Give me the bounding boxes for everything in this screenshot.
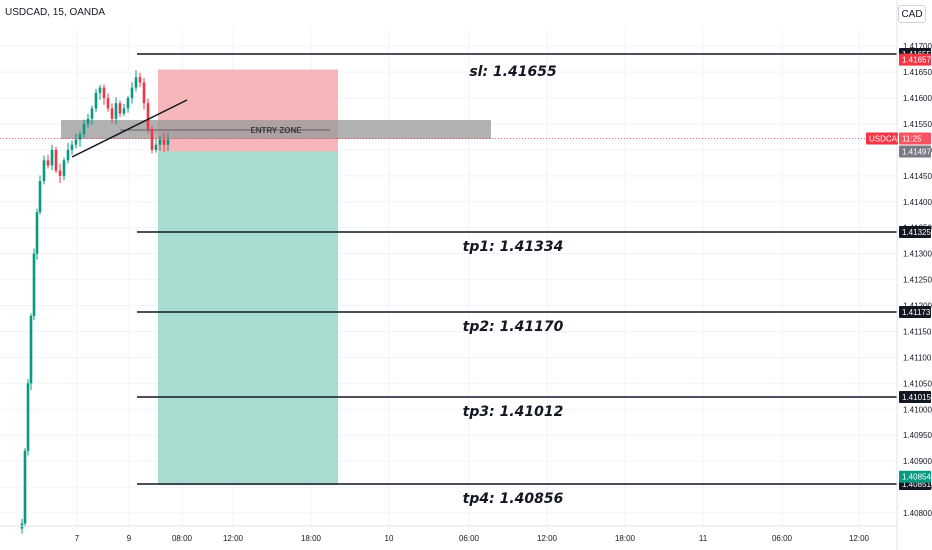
candle-body-29 (130, 87, 134, 99)
candle-body-24 (110, 108, 114, 119)
candle-body-2 (26, 383, 30, 451)
level-tag-bg-tp1 (899, 226, 931, 238)
candle-body-22 (102, 87, 106, 99)
price-tag-bg-1 (866, 132, 898, 145)
take-profit-zone (158, 151, 338, 486)
candle-body-35 (154, 144, 158, 150)
candle-body-12 (62, 160, 66, 176)
time-tick-3: 12:00 (223, 534, 244, 543)
candle-body-38 (166, 139, 170, 145)
time-tick-11: 12:00 (849, 534, 870, 543)
time-tick-2: 08:00 (172, 534, 193, 543)
candle-body-32 (142, 82, 146, 104)
candle-body-31 (138, 77, 142, 83)
candle-body-30 (134, 77, 138, 88)
price-tick-10: 1.41300 (903, 250, 932, 259)
price-tag-bg-2 (899, 132, 931, 145)
price-tick-13: 1.41450 (903, 172, 932, 181)
candle-body-28 (126, 98, 130, 109)
candle-body-1 (23, 450, 27, 524)
price-tick-0: 1.40800 (903, 509, 932, 518)
candle-body-9 (50, 149, 54, 166)
price-tick-5: 1.41050 (903, 379, 932, 388)
price-tick-2: 1.40900 (903, 457, 932, 466)
price-tag-bg-0 (899, 53, 931, 66)
candle-body-19 (90, 108, 94, 119)
time-tick-5: 10 (385, 534, 394, 543)
price-tag-3: 1.41497 (902, 147, 931, 156)
candle-body-34 (150, 129, 154, 150)
price-tick-17: 1.41650 (903, 68, 932, 77)
candle-body-21 (98, 87, 102, 93)
price-tick-9: 1.41250 (903, 276, 932, 285)
trendline (71, 99, 188, 158)
price-tick-16: 1.41600 (903, 94, 932, 103)
price-tick-7: 1.41150 (903, 327, 932, 336)
level-tag-bg-tp3 (899, 391, 931, 403)
time-tick-4: 18:00 (301, 534, 322, 543)
candle-body-16 (78, 134, 82, 140)
level-label-tp2: tp2: 1.41170 (463, 319, 564, 335)
candle-body-8 (46, 160, 50, 166)
price-tag-bg-3 (899, 145, 931, 158)
currency-button[interactable]: CAD (898, 5, 926, 23)
candle-body-23 (106, 98, 110, 109)
entry-zone-label: ENTRY ZONE (250, 126, 302, 135)
level-tag-tp3: 1.41015 (902, 393, 931, 402)
price-tag-2: 11:25 (902, 134, 922, 143)
candle-body-5 (35, 212, 39, 254)
candle-body-37 (162, 139, 166, 145)
price-tag-bg-4 (899, 470, 931, 483)
price-tick-18: 1.41700 (903, 42, 932, 51)
candle-body-11 (58, 170, 62, 176)
candle-body-25 (114, 103, 118, 119)
level-tag-tp1: 1.41325 (902, 228, 931, 237)
level-tag-tp4: 1.40851 (902, 480, 931, 489)
symbol-label: USDCAD, 15, OANDA (5, 7, 106, 18)
stop-loss-zone (158, 69, 338, 152)
level-label-tp3: tp3: 1.41012 (463, 404, 564, 420)
price-tick-15: 1.41550 (903, 120, 932, 129)
level-tag-bg-tp2 (899, 306, 931, 318)
price-tag-0: 1.41657 (902, 56, 931, 65)
time-tick-10: 06:00 (772, 534, 793, 543)
candle-body-14 (70, 144, 74, 150)
candle-body-6 (38, 181, 42, 213)
price-tick-12: 1.41400 (903, 198, 932, 207)
time-tick-6: 06:00 (459, 534, 480, 543)
candle-body-17 (82, 123, 86, 135)
candle-body-20 (94, 92, 98, 109)
candle-body-7 (42, 160, 46, 182)
level-label-tp4: tp4: 1.40856 (463, 491, 564, 507)
candle-body-4 (32, 253, 36, 316)
candle-body-3 (29, 315, 33, 384)
price-tick-3: 1.40950 (903, 431, 932, 440)
candle-body-15 (74, 139, 78, 145)
time-tick-8: 18:00 (615, 534, 636, 543)
candle-body-36 (158, 139, 162, 145)
candle-body-10 (54, 149, 58, 171)
time-tick-7: 12:00 (537, 534, 558, 543)
time-tick-1: 9 (127, 534, 132, 543)
time-tick-9: 11 (699, 534, 708, 543)
level-label-sl: sl: 1.41655 (469, 64, 557, 80)
level-tag-tp2: 1.41173 (902, 308, 931, 317)
candle-body-13 (66, 149, 70, 161)
price-tag-1: USDCAD (869, 134, 903, 143)
price-tick-4: 1.41000 (903, 405, 932, 414)
time-tick-0: 7 (75, 534, 80, 543)
candle-body-33 (146, 103, 150, 130)
level-label-tp1: tp1: 1.41334 (463, 239, 564, 255)
candle-body-18 (86, 118, 90, 124)
price-tick-6: 1.41100 (903, 353, 932, 362)
candle-body-27 (122, 108, 126, 114)
candle-body-26 (118, 103, 122, 114)
price-tag-4: 1.40854 (902, 473, 931, 482)
